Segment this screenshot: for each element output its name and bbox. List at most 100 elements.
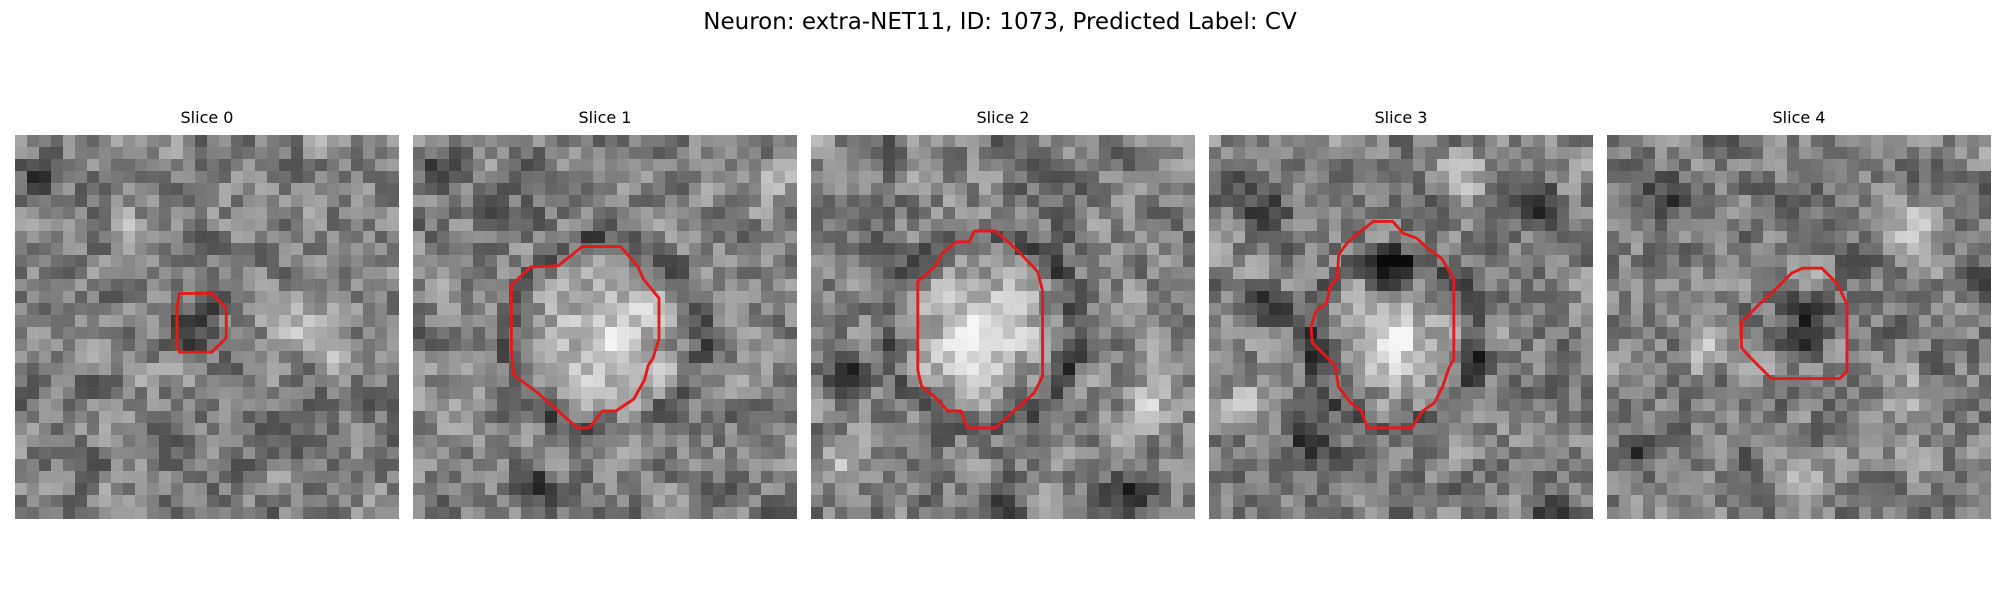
- pixel: [1607, 171, 1620, 184]
- pixel: [195, 387, 208, 400]
- pixel: [907, 159, 920, 172]
- pixel: [1943, 231, 1956, 244]
- pixel: [75, 495, 88, 508]
- pixel: [1377, 495, 1390, 508]
- pixel: [1401, 195, 1414, 208]
- pixel: [183, 507, 196, 519]
- pixel: [1269, 507, 1282, 519]
- pixel: [871, 411, 884, 424]
- pixel: [75, 159, 88, 172]
- pixel: [219, 255, 232, 268]
- pixel: [1027, 411, 1040, 424]
- pixel: [919, 435, 932, 448]
- pixel: [979, 399, 992, 412]
- pixel: [1111, 171, 1124, 184]
- pixel: [267, 447, 280, 460]
- pixel: [123, 207, 136, 220]
- pixel: [39, 315, 52, 328]
- pixel: [1787, 363, 1800, 376]
- pixel: [1147, 267, 1160, 280]
- pixel: [183, 303, 196, 316]
- pixel: [449, 387, 462, 400]
- pixel: [557, 303, 570, 316]
- pixel: [437, 447, 450, 460]
- pixel: [943, 183, 956, 196]
- pixel: [1305, 135, 1318, 148]
- pixel: [557, 279, 570, 292]
- pixel: [605, 507, 618, 519]
- pixel: [375, 135, 388, 148]
- pixel: [99, 267, 112, 280]
- pixel: [919, 135, 932, 148]
- pixel: [1521, 507, 1534, 519]
- pixel: [1437, 495, 1450, 508]
- pixel: [1449, 135, 1462, 148]
- pixel: [907, 435, 920, 448]
- pixel: [425, 135, 438, 148]
- pixel: [1099, 435, 1112, 448]
- pixel: [943, 459, 956, 472]
- pixel: [1919, 195, 1932, 208]
- pixel: [63, 339, 76, 352]
- pixel: [1823, 447, 1836, 460]
- pixel: [1787, 207, 1800, 220]
- pixel: [1413, 231, 1426, 244]
- pixel: [243, 507, 256, 519]
- pixel: [1883, 147, 1896, 160]
- pixel: [315, 495, 328, 508]
- pixel: [267, 291, 280, 304]
- pixel: [219, 411, 232, 424]
- pixel: [1401, 267, 1414, 280]
- pixel: [1353, 219, 1366, 232]
- pixel: [87, 435, 100, 448]
- pixel: [1569, 231, 1582, 244]
- pixel: [1931, 159, 1944, 172]
- pixel: [1859, 147, 1872, 160]
- pixel: [847, 495, 860, 508]
- pixel: [375, 495, 388, 508]
- pixel: [761, 471, 774, 484]
- pixel: [39, 351, 52, 364]
- pixel: [943, 351, 956, 364]
- pixel: [1269, 207, 1282, 220]
- pixel: [1895, 351, 1908, 364]
- slice-image-1: [413, 135, 797, 519]
- pixel: [1111, 375, 1124, 388]
- pixel: [1183, 183, 1195, 196]
- pixel: [425, 267, 438, 280]
- pixel: [1135, 399, 1148, 412]
- pixel: [63, 267, 76, 280]
- pixel: [1847, 303, 1860, 316]
- pixel: [1413, 339, 1426, 352]
- pixel: [1425, 411, 1438, 424]
- pixel: [1871, 411, 1884, 424]
- pixel: [1895, 219, 1908, 232]
- pixel: [1027, 171, 1040, 184]
- pixel: [749, 363, 762, 376]
- pixel: [87, 219, 100, 232]
- pixel: [593, 399, 606, 412]
- pixel: [1461, 219, 1474, 232]
- pixel: [171, 483, 184, 496]
- pixel: [1871, 447, 1884, 460]
- pixel: [871, 339, 884, 352]
- pixel: [871, 483, 884, 496]
- pixel: [847, 447, 860, 460]
- pixel: [1619, 303, 1632, 316]
- pixel: [725, 267, 738, 280]
- pixel: [1751, 399, 1764, 412]
- slice-pixels-3: [1209, 135, 1593, 519]
- slice-panel-3: Slice 3: [1209, 108, 1593, 528]
- pixel: [1883, 267, 1896, 280]
- pixel: [413, 351, 426, 364]
- pixel: [761, 375, 774, 388]
- pixel: [823, 315, 836, 328]
- pixel: [1497, 375, 1510, 388]
- pixel: [327, 267, 340, 280]
- pixel: [931, 447, 944, 460]
- pixel: [267, 375, 280, 388]
- pixel: [1281, 255, 1294, 268]
- pixel: [375, 411, 388, 424]
- pixel: [63, 219, 76, 232]
- pixel: [207, 459, 220, 472]
